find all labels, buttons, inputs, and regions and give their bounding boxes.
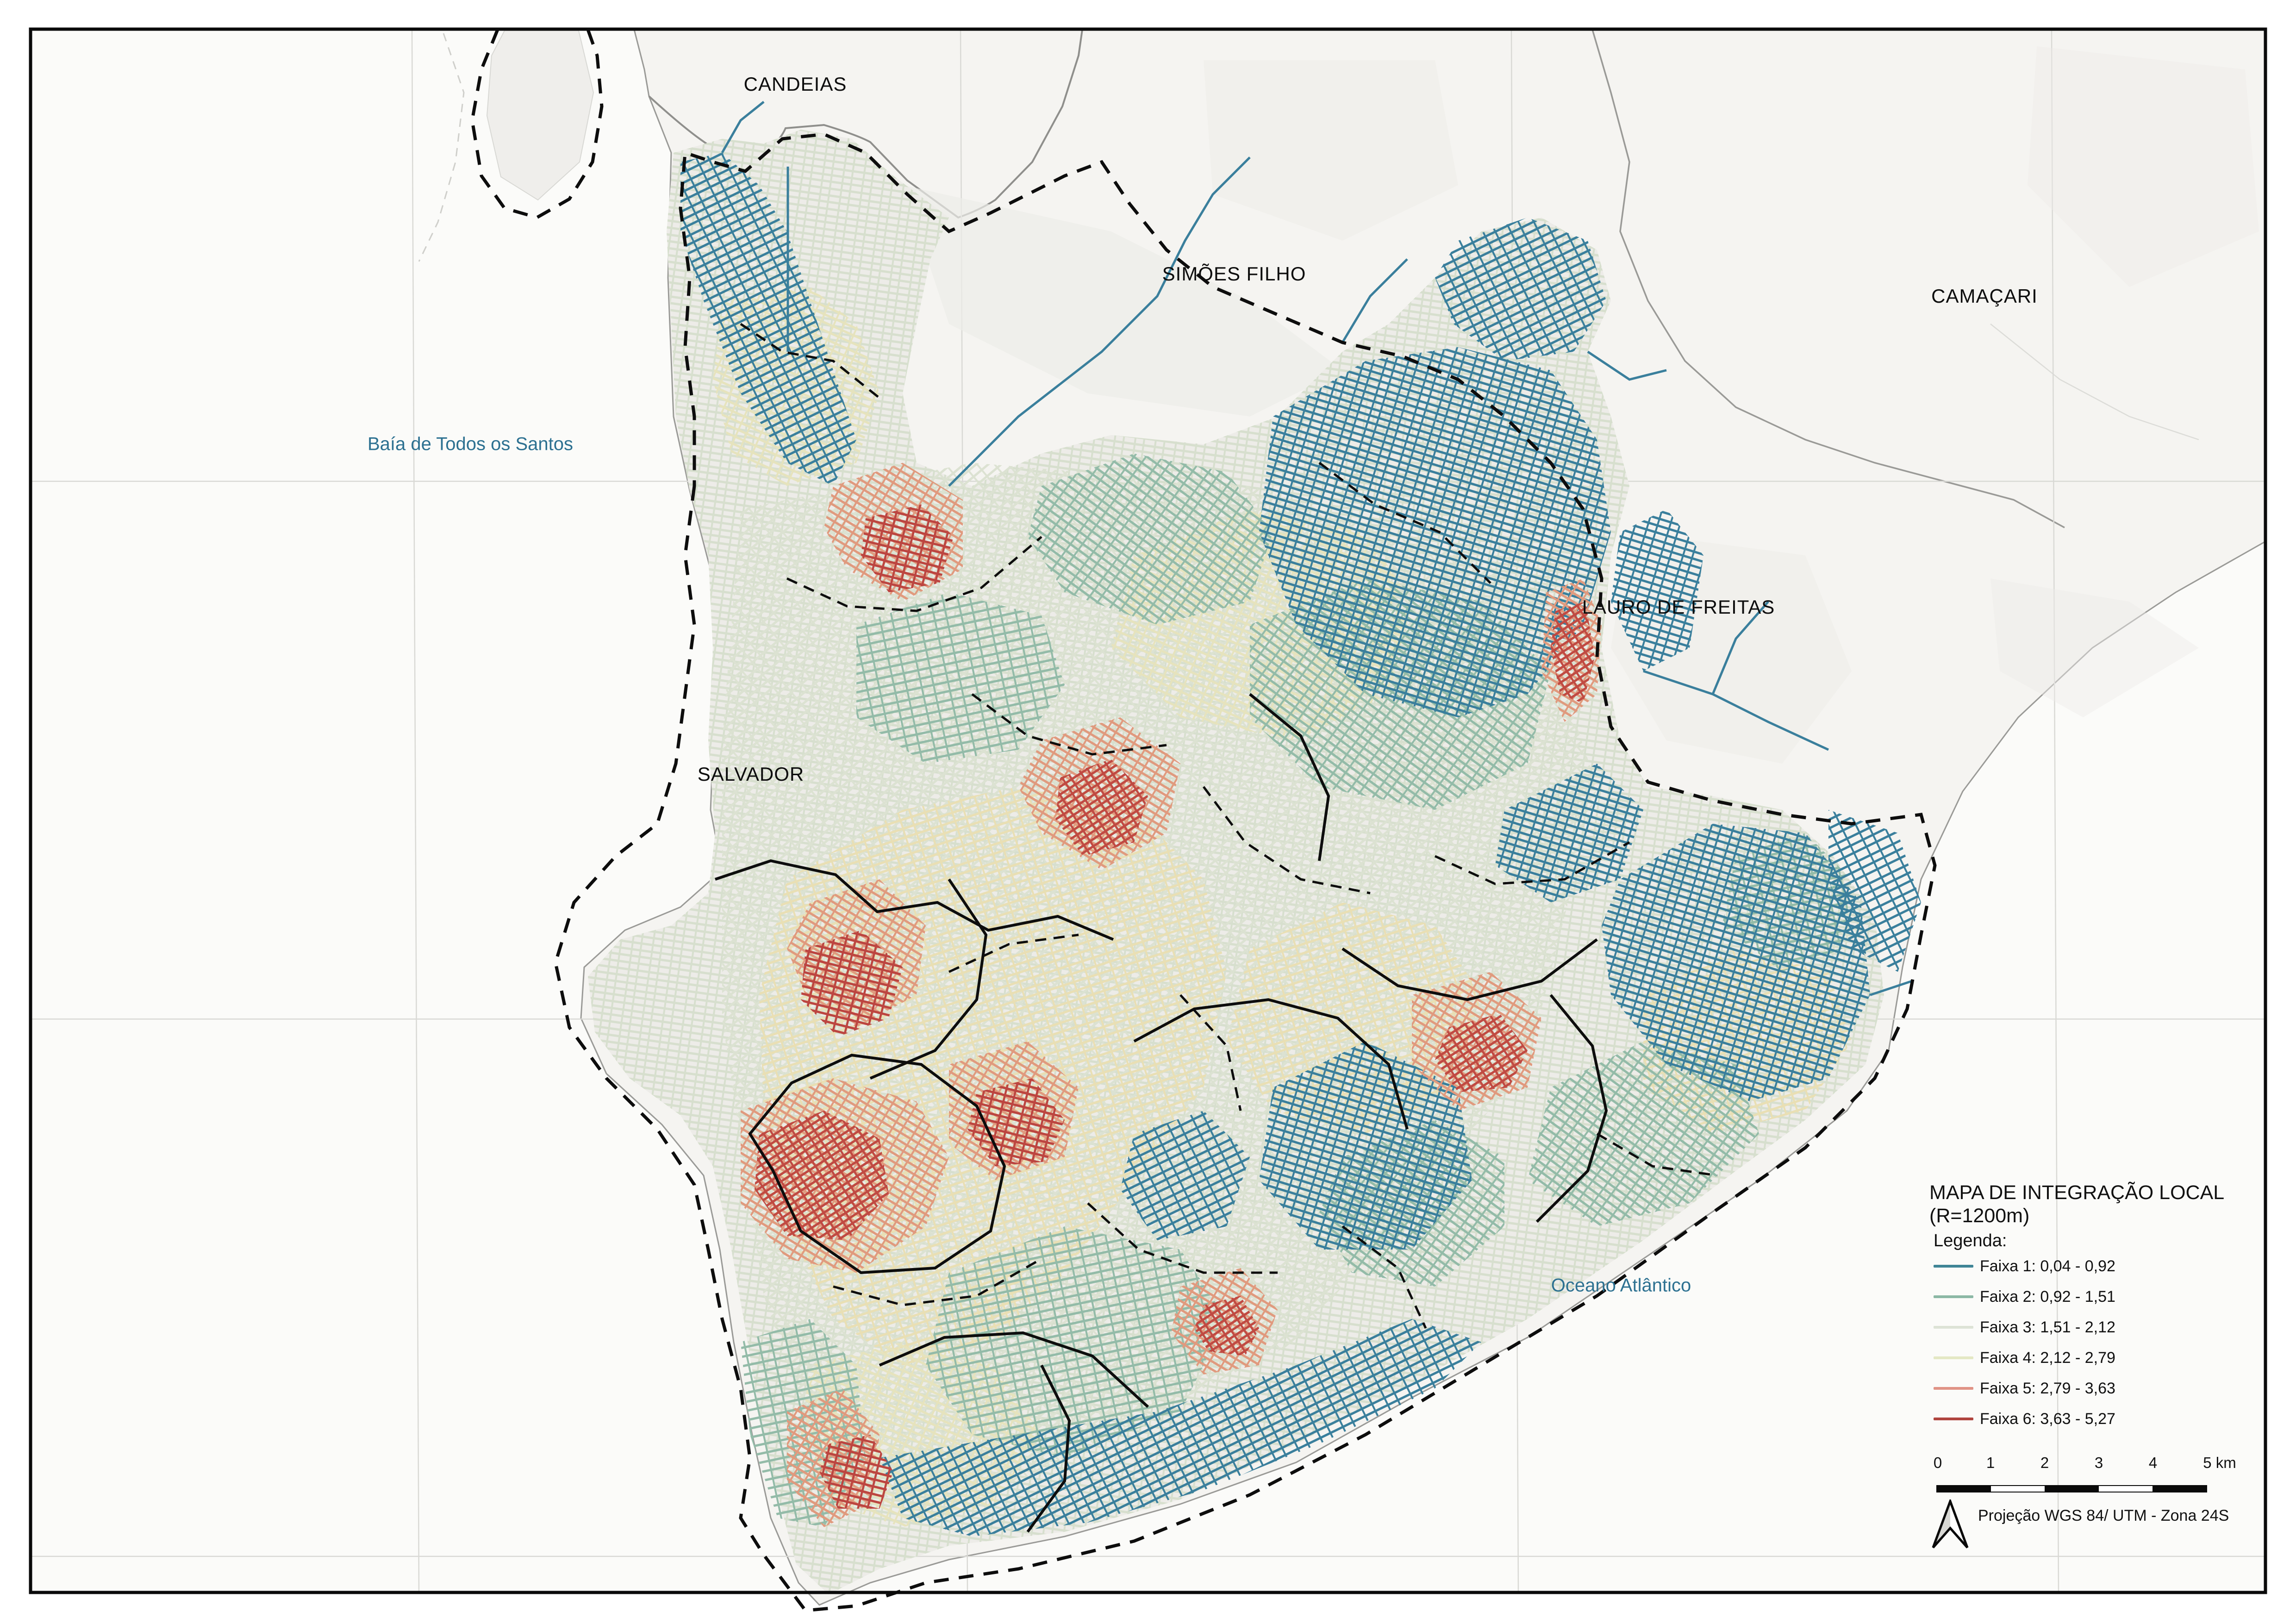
north-arrow-icon xyxy=(1932,1499,1969,1548)
scale-tick-2: 2 xyxy=(2040,1454,2049,1471)
legend-item: Faixa 2: 0,92 - 1,51 xyxy=(1934,1287,2230,1307)
legend-item: Faixa 4: 2,12 - 2,79 xyxy=(1934,1348,2230,1368)
municipal-boundary-layer xyxy=(470,29,1937,1612)
legend-item: Faixa 1: 0,04 - 0,92 xyxy=(1934,1256,2230,1276)
legend-heading: Legenda: xyxy=(1934,1231,2007,1250)
label-salvador: SALVADOR xyxy=(697,763,805,785)
label-camacari: CAMAÇARI xyxy=(1931,285,2038,307)
label-oceano-atlantico: Oceano Atlântico xyxy=(1551,1275,1691,1296)
faixa5-line-swatch xyxy=(1934,1387,1973,1390)
legend-item: Faixa 6: 3,63 - 5,27 xyxy=(1934,1409,2230,1429)
scale-tick-1: 1 xyxy=(1986,1454,1995,1471)
map-frame xyxy=(29,27,2267,1594)
label-lauro-de-freitas: LAURO DE FREITAS xyxy=(1582,596,1775,618)
scale-bar xyxy=(1936,1485,2207,1492)
legend-item-label: Faixa 3: 1,51 - 2,12 xyxy=(1980,1318,2115,1336)
scale-tick-4: 4 xyxy=(2148,1454,2158,1471)
label-simoes-filho: SIMÕES FILHO xyxy=(1162,263,1306,285)
legend-item-label: Faixa 1: 0,04 - 0,92 xyxy=(1980,1257,2115,1275)
faixa1-line-swatch xyxy=(1934,1265,1973,1268)
label-candeias: CANDEIAS xyxy=(743,73,847,95)
scale-tick-0: 0 xyxy=(1933,1454,1942,1471)
projection-label: Projeção WGS 84/ UTM - Zona 24S xyxy=(1978,1507,2229,1524)
scale-bar-segment xyxy=(2098,1486,2152,1492)
legend-title-line1: MAPA DE INTEGRAÇÃO LOCAL xyxy=(1929,1181,2225,1204)
district-boundaries-layer xyxy=(715,323,1718,1533)
faixa4-line-swatch xyxy=(1934,1356,1973,1359)
scale-bar-segment xyxy=(2152,1486,2207,1492)
scale-bar-segment xyxy=(1937,1486,1991,1492)
legend-item-label: Faixa 4: 2,12 - 2,79 xyxy=(1980,1349,2115,1367)
legend-item-label: Faixa 2: 0,92 - 1,51 xyxy=(1980,1288,2115,1306)
scale-tick-3: 3 xyxy=(2094,1454,2103,1471)
legend-item: Faixa 5: 2,79 - 3,63 xyxy=(1934,1378,2230,1399)
street-network-layer xyxy=(588,101,1921,1594)
legend-item-label: Faixa 6: 3,63 - 5,27 xyxy=(1980,1410,2115,1428)
legend-title: MAPA DE INTEGRAÇÃO LOCAL (R=1200m) xyxy=(1929,1181,2224,1227)
scale-bar-segment xyxy=(2045,1486,2099,1492)
legend-item: Faixa 3: 1,51 - 2,12 xyxy=(1934,1317,2230,1337)
faixa2-line-swatch xyxy=(1934,1295,1973,1298)
scale-tick-5: 5 km xyxy=(2203,1454,2236,1471)
label-baia-de-todos-os-santos: Baía de Todos os Santos xyxy=(367,434,574,454)
legend-title-line2: (R=1200m) xyxy=(1929,1205,2030,1227)
scale-bar-segment xyxy=(1991,1486,2045,1492)
legend-item-label: Faixa 5: 2,79 - 3,63 xyxy=(1980,1380,2115,1397)
faixa6-line-swatch xyxy=(1934,1418,1973,1420)
faixa3-line-swatch xyxy=(1934,1326,1973,1329)
